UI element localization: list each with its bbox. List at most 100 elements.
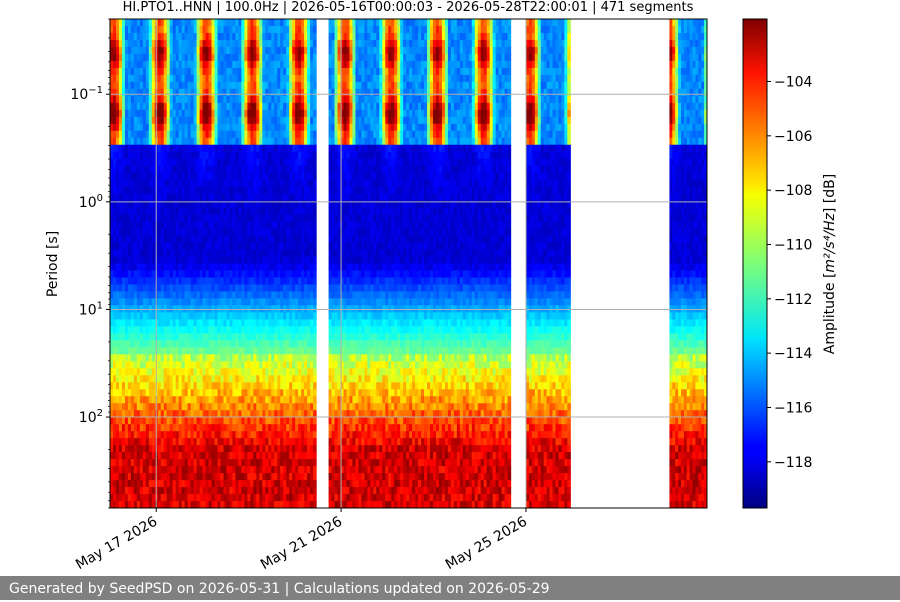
heatmap-cell <box>274 123 278 132</box>
heatmap-cell <box>283 186 287 195</box>
heatmap-cell <box>232 228 237 237</box>
heatmap-cell <box>250 179 254 188</box>
heatmap-cell <box>262 172 266 181</box>
heatmap-cell <box>133 494 138 502</box>
heatmap-cell <box>190 438 195 446</box>
heatmap-cell <box>247 410 251 418</box>
heatmap-cell <box>127 95 132 104</box>
heatmap-cell <box>178 452 183 460</box>
heatmap-cell <box>190 81 195 90</box>
heatmap-cell <box>124 347 129 355</box>
heatmap-cell <box>121 60 126 69</box>
heatmap-cell <box>190 249 195 258</box>
heatmap-cell <box>178 123 183 132</box>
heatmap-cell <box>124 333 129 341</box>
heatmap-cell <box>256 466 260 474</box>
heatmap-cell <box>283 417 287 425</box>
heatmap-cell <box>184 144 189 153</box>
heatmap-cell <box>199 102 204 111</box>
heatmap-cell <box>187 277 192 286</box>
heatmap-cell <box>112 60 117 69</box>
heatmap-cell <box>196 193 201 202</box>
heatmap-cell <box>121 46 126 55</box>
heatmap-cell <box>136 291 141 300</box>
heatmap-cell <box>181 347 186 355</box>
heatmap-cell <box>268 270 272 279</box>
heatmap-cell <box>226 228 231 237</box>
heatmap-cell <box>250 319 254 327</box>
heatmap-cell <box>217 32 222 41</box>
heatmap-cell <box>265 144 269 153</box>
heatmap-cell <box>196 284 201 293</box>
heatmap-cell <box>130 466 135 474</box>
heatmap-cell <box>181 452 186 460</box>
heatmap-cell <box>253 214 257 223</box>
heatmap-cell <box>280 340 284 348</box>
heatmap-cell <box>262 95 266 104</box>
heatmap-cell <box>169 186 174 195</box>
heatmap-cell <box>124 284 129 293</box>
heatmap-cell <box>265 249 269 258</box>
heatmap-cell <box>283 277 287 286</box>
heatmap-cell <box>211 256 216 265</box>
heatmap-cell <box>130 221 135 230</box>
heatmap-cell <box>205 186 210 195</box>
heatmap-cell <box>229 235 234 244</box>
heatmap-cell <box>193 221 198 230</box>
heatmap-cell <box>208 291 213 300</box>
heatmap-cell <box>235 438 240 446</box>
heatmap-cell <box>220 466 225 474</box>
heatmap-cell <box>166 410 171 418</box>
heatmap-cell <box>136 95 141 104</box>
heatmap-cell <box>214 403 219 411</box>
heatmap-cell <box>160 333 165 341</box>
heatmap-cell <box>232 74 237 83</box>
heatmap-cell <box>190 95 195 104</box>
heatmap-cell <box>217 193 222 202</box>
heatmap-cell <box>217 228 222 237</box>
heatmap-cell <box>151 319 156 327</box>
heatmap-cell <box>226 151 231 160</box>
heatmap-cell <box>196 102 201 111</box>
heatmap-cell <box>211 410 216 418</box>
heatmap-cell <box>190 347 195 355</box>
heatmap-cell <box>139 480 144 488</box>
heatmap-cell <box>226 172 231 181</box>
heatmap-cell <box>232 123 237 132</box>
heatmap-cell <box>118 473 123 481</box>
heatmap-cell <box>136 102 141 111</box>
heatmap-cell <box>187 270 192 279</box>
heatmap-cell <box>187 256 192 265</box>
heatmap-cell <box>127 81 132 90</box>
heatmap-cell <box>253 326 257 334</box>
heatmap-cell <box>157 284 162 293</box>
heatmap-cell <box>238 445 242 453</box>
heatmap-cell <box>178 382 183 390</box>
heatmap-cell <box>271 424 275 432</box>
heatmap-cell <box>232 109 237 118</box>
heatmap-cell <box>220 165 225 174</box>
heatmap-cell <box>202 375 207 383</box>
heatmap-cell <box>139 487 144 495</box>
heatmap-cell <box>133 123 138 132</box>
heatmap-cell <box>247 165 251 174</box>
heatmap-cell <box>232 424 237 432</box>
heatmap-cell <box>208 438 213 446</box>
heatmap-cell <box>313 312 317 320</box>
heatmap-cell <box>115 284 120 293</box>
heatmap-cell <box>112 277 117 286</box>
heatmap-cell <box>265 151 269 160</box>
heatmap-cell <box>265 53 269 62</box>
heatmap-cell <box>271 88 275 97</box>
heatmap-cell <box>211 242 216 251</box>
heatmap-cell <box>268 480 272 488</box>
heatmap-cell <box>115 179 120 188</box>
heatmap-cell <box>136 452 141 460</box>
heatmap-cell <box>229 32 234 41</box>
heatmap-cell <box>184 382 189 390</box>
heatmap-cell <box>169 60 174 69</box>
heatmap-cell <box>112 263 117 272</box>
heatmap-cell <box>148 319 153 327</box>
heatmap-cell <box>145 487 150 495</box>
heatmap-cell <box>187 431 192 439</box>
